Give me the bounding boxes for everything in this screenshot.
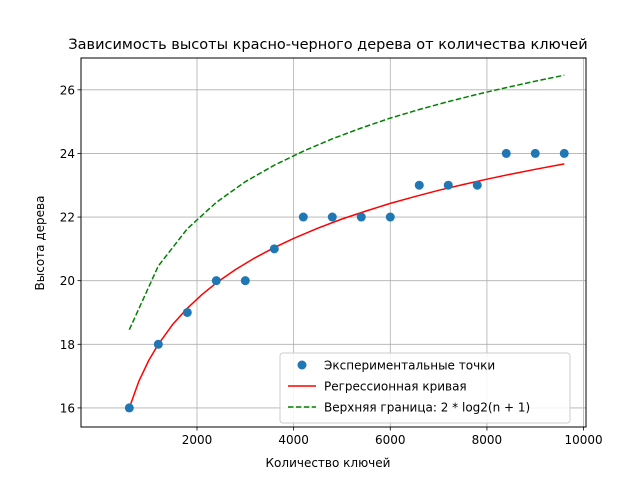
data-point — [211, 276, 221, 286]
legend-label: Регрессионная кривая — [324, 380, 467, 394]
data-point — [559, 148, 569, 158]
data-point — [153, 339, 163, 349]
legend-label: Верхняя граница: 2 * log2(n + 1) — [324, 401, 530, 415]
legend-box — [279, 352, 571, 424]
y-tick-label: 20 — [60, 274, 75, 288]
chart-title: Зависимость высоты красно-черного дерева… — [68, 37, 587, 53]
plot-series — [124, 74, 569, 413]
y-tick-label: 16 — [60, 401, 75, 415]
axis-ticks: 2000 4000 6000 8000 10000 16 18 20 22 24 26 — [60, 83, 603, 447]
plot-frame — [80, 57, 587, 428]
data-point — [124, 403, 134, 413]
y-tick-label: 24 — [60, 147, 75, 161]
data-point — [414, 180, 424, 190]
data-point — [327, 212, 337, 222]
x-tick-label: 4000 — [278, 433, 309, 447]
data-point — [501, 148, 511, 158]
x-tick-label: 8000 — [472, 433, 503, 447]
data-point — [530, 148, 540, 158]
data-point — [385, 212, 395, 222]
y-tick-label: 26 — [60, 83, 75, 97]
data-point — [298, 212, 308, 222]
data-point — [472, 180, 482, 190]
data-point — [269, 244, 279, 254]
upper-bound-line — [128, 74, 565, 331]
y-axis-label: Высота дерева — [33, 196, 47, 291]
data-point — [443, 180, 453, 190]
legend: Экспериментальные точки Регрессионная кри… — [279, 352, 571, 424]
data-point — [356, 212, 366, 222]
x-axis-label: Количество ключей — [266, 456, 391, 470]
data-point — [240, 276, 250, 286]
x-tick-label: 2000 — [182, 433, 213, 447]
data-point — [182, 307, 192, 317]
legend-marker-points — [297, 360, 307, 370]
x-tick-label: 10000 — [564, 433, 602, 447]
y-tick-label: 22 — [60, 211, 75, 225]
y-tick-label: 18 — [60, 338, 75, 352]
regression-line — [128, 163, 565, 409]
legend-label: Экспериментальные точки — [324, 359, 495, 373]
x-tick-label: 6000 — [375, 433, 406, 447]
